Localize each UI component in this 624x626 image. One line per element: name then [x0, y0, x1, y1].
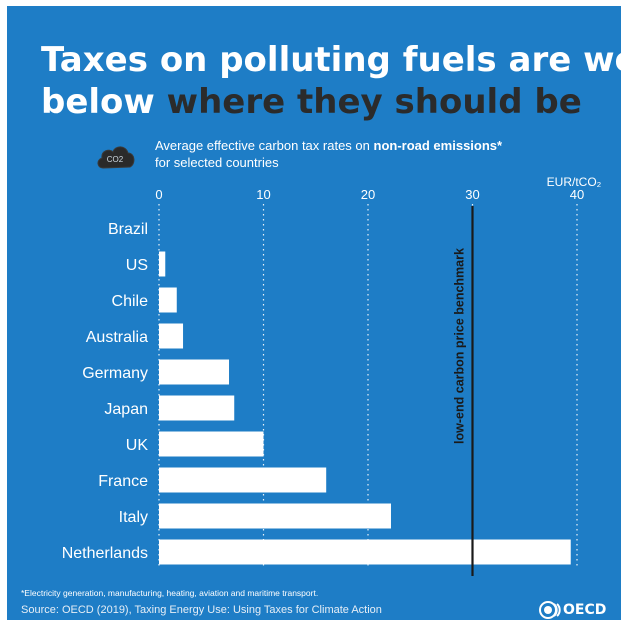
- category-label: Japan: [104, 401, 148, 418]
- oecd-logo-text: OECD: [563, 602, 607, 618]
- chart-title-line-1: Taxes on polluting fuels are well: [41, 40, 621, 80]
- subtitle-prefix: Average effective carbon tax rates on: [155, 138, 374, 153]
- title-white-part: below: [41, 82, 167, 122]
- category-label: France: [98, 473, 148, 490]
- bar: [159, 395, 235, 421]
- category-label: Chile: [112, 293, 149, 310]
- category-label: Netherlands: [62, 545, 148, 562]
- subtitle-bold: non-road emissions*: [373, 138, 503, 153]
- x-tick-label: 40: [570, 187, 584, 202]
- title-dark-part: where they should be: [166, 82, 582, 122]
- x-tick-label: 0: [155, 187, 162, 202]
- bar: [159, 359, 230, 385]
- category-label: Italy: [119, 509, 148, 526]
- bar: [159, 431, 264, 457]
- x-tick-label: 10: [256, 187, 270, 202]
- category-label: Australia: [86, 329, 148, 346]
- bar: [159, 323, 184, 349]
- bar: [159, 467, 327, 493]
- bar: [159, 539, 571, 565]
- chart-subtitle-line-2: for selected countries: [155, 155, 279, 170]
- oecd-logo: OECD: [539, 601, 606, 619]
- category-label: Germany: [82, 365, 148, 382]
- footnote: *Electricity generation, manufacturing, …: [21, 588, 319, 598]
- category-label: US: [126, 257, 148, 274]
- bar: [159, 503, 391, 529]
- category-label: UK: [126, 437, 149, 454]
- category-label: Brazil: [108, 221, 148, 238]
- chart-title-line-2: below where they should be: [41, 82, 582, 122]
- oecd-logo-icon: [539, 601, 561, 619]
- co2-icon-text: CO2: [107, 155, 124, 164]
- source-note: Source: OECD (2019), Taxing Energy Use: …: [21, 604, 382, 616]
- x-tick-label: 30: [465, 187, 479, 202]
- chart-card: Taxes on polluting fuels are well below …: [7, 6, 621, 620]
- bar: [159, 287, 177, 313]
- co2-cloud-icon: CO2: [97, 146, 135, 169]
- bar: [159, 251, 166, 277]
- unit-label: EUR/tCO₂: [547, 175, 602, 189]
- benchmark-label: low-end carbon price benchmark: [453, 248, 467, 444]
- x-tick-label: 20: [361, 187, 375, 202]
- chart-subtitle-line-1: Average effective carbon tax rates on no…: [155, 138, 502, 153]
